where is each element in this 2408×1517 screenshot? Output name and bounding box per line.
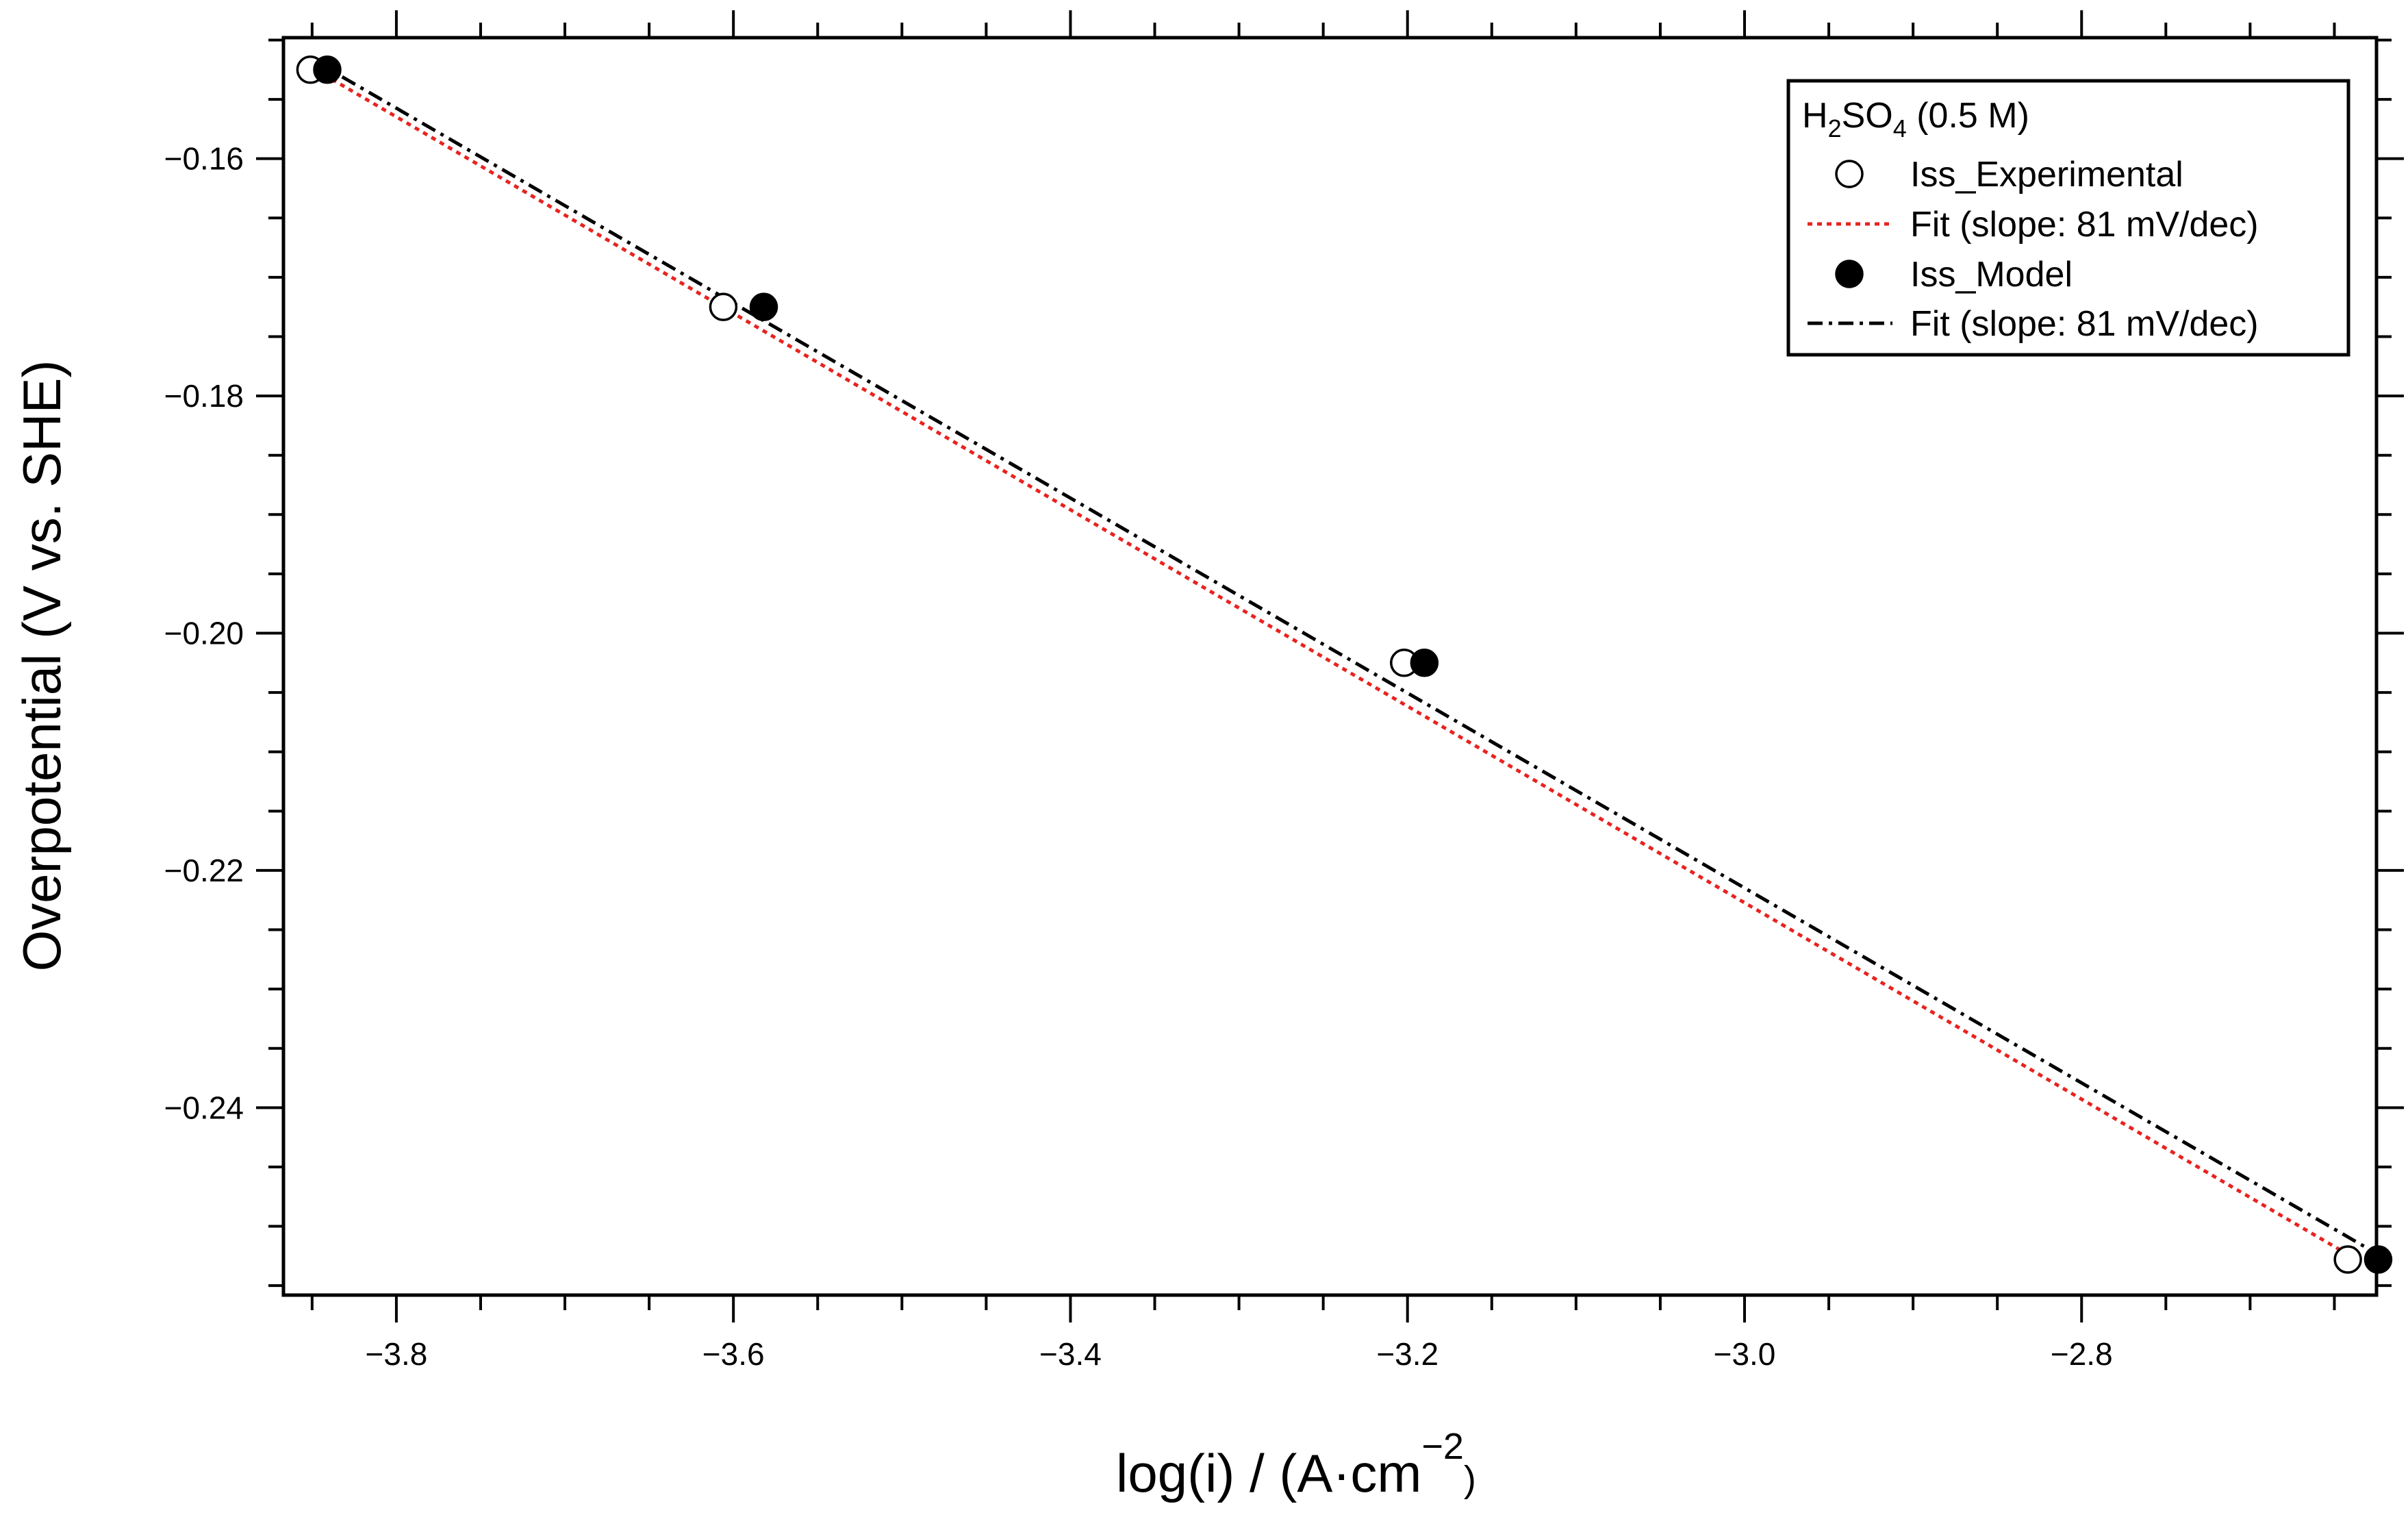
- x-tick-label: −3.2: [1376, 1336, 1439, 1372]
- y-tick-label: −0.22: [164, 853, 244, 888]
- data-point-model: [313, 55, 342, 84]
- tick-labels-layer: −3.8 −3.6 −3.4 −3.2 −3.0 −2.8 −0.16 −0.18 −0.20 −…: [164, 141, 2113, 1372]
- legend-title-sub2: 4: [1893, 114, 1907, 142]
- data-point-experimental: [709, 292, 738, 321]
- x-tick-label: −2.8: [2051, 1336, 2113, 1372]
- ticks-layer: [256, 10, 2404, 1322]
- fit-line-model: [314, 60, 2368, 1249]
- x-tick-label: −3.0: [1714, 1336, 1776, 1372]
- legend-label-iss-experimental: Iss_Experimental: [1910, 155, 2183, 195]
- x-axis-title: log(i) / (A·cm−2): [1116, 1426, 1476, 1503]
- legend-title-so: SO: [1842, 96, 1893, 136]
- x-axis-title-sup: −2: [1421, 1426, 1464, 1467]
- y-tick-label: −0.18: [164, 378, 244, 414]
- y-tick-label: −0.20: [164, 616, 244, 651]
- legend-label-iss-model: Iss_Model: [1910, 255, 2073, 294]
- legend: H2SO4 (0.5 M) Iss_Experimental Fit (slop…: [1786, 79, 2350, 357]
- y-tick-label: −0.16: [164, 141, 244, 177]
- y-tick-label: −0.24: [164, 1090, 244, 1125]
- legend-title: H2SO4 (0.5 M): [1802, 96, 2029, 142]
- legend-box: [1786, 79, 2350, 357]
- plot-frame: [281, 36, 2379, 1297]
- legend-open-circle-marker: [1835, 160, 1864, 188]
- fit-layer: [314, 60, 2368, 1260]
- fit-line-experimental: [314, 68, 2356, 1260]
- data-point-experimental: [2333, 1245, 2362, 1274]
- data-point-model: [749, 292, 778, 321]
- x-tick-label: −3.4: [1039, 1336, 1102, 1372]
- y-axis-title: Overpotential (V vs. SHE): [12, 360, 72, 972]
- x-tick-label: −3.6: [702, 1336, 765, 1372]
- legend-filled-circle-marker: [1835, 260, 1864, 288]
- legend-title-tail: (0.5 M): [1907, 96, 2029, 136]
- legend-label-fit-experimental: Fit (slope: 81 mV/dec): [1910, 205, 2259, 245]
- legend-title-sub1: 2: [1828, 114, 1842, 142]
- x-axis-title-main: log(i) / (A·cm: [1116, 1443, 1421, 1503]
- x-tick-label: −3.8: [366, 1336, 428, 1372]
- legend-label-fit-model: Fit (slope: 81 mV/dec): [1910, 304, 2259, 344]
- legend-title-h: H: [1802, 96, 1828, 136]
- data-point-model: [1410, 649, 1439, 677]
- x-axis-title-close: ): [1464, 1459, 1476, 1500]
